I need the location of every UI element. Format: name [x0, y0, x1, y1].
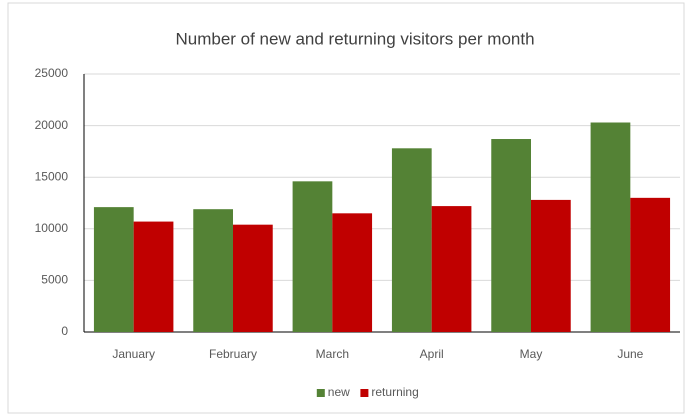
bar: [133, 221, 174, 332]
bar: [332, 213, 373, 332]
bar: [233, 224, 273, 332]
bar: [93, 207, 134, 332]
x-tick-label: February: [209, 347, 257, 361]
legend-swatch: [360, 389, 369, 397]
legend-label: returning: [371, 385, 418, 399]
chart-title: Number of new and returning visitors per…: [175, 29, 534, 48]
bar: [491, 139, 531, 332]
bar: [630, 197, 671, 332]
x-tick-label: January: [112, 347, 155, 361]
y-tick-label: 25000: [35, 66, 69, 80]
y-tick-label: 20000: [35, 118, 69, 132]
y-tick-label: 5000: [41, 273, 68, 287]
bar: [292, 181, 333, 332]
bar: [531, 199, 571, 332]
bar: [391, 148, 432, 332]
bar: [431, 206, 472, 332]
x-tick-label: May: [520, 347, 543, 361]
x-tick-label: March: [316, 347, 349, 361]
y-tick-label: 10000: [35, 221, 69, 235]
y-tick-label: 15000: [35, 169, 69, 183]
legend-label: new: [328, 385, 350, 399]
legend-swatch: [316, 389, 325, 397]
x-tick-label: April: [420, 347, 444, 361]
x-tick-label: June: [617, 347, 643, 361]
y-tick-label: 0: [61, 324, 68, 338]
bar: [193, 209, 233, 332]
bar: [590, 122, 631, 332]
